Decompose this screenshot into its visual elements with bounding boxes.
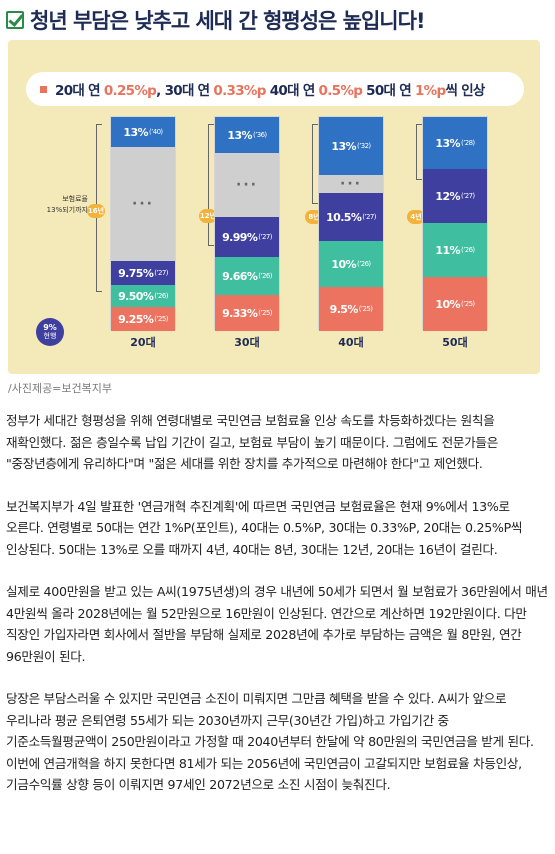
image-caption: /사진제공=보건복지부 (8, 382, 113, 395)
column-20s: 13% (’40) ··· 9.75% (’27) 9.50% (’26) 9.25%… (110, 116, 176, 331)
segment-gap: ··· (215, 153, 279, 217)
segment-2026: 9.66% (’26) (215, 257, 279, 295)
bracket-30s (208, 124, 214, 246)
segment-target: 13% (’36) (215, 117, 279, 153)
article-paragraph: 당장은 부담스러울 수 있지만 국민연금 소진이 미뤄지면 그만큼 혜택을 받을… (6, 691, 534, 792)
insurance-rate-infographic: 20대 연 0.25%p, 30대 연 0.33%p 40대 연 0.5%p 5… (8, 40, 540, 374)
segment-2026: 9.50% (’26) (111, 285, 175, 307)
segment-2027: 10.5% (’27) (319, 193, 383, 241)
column-label-20s: 20대 (130, 336, 156, 349)
current-rate-badge: 9% 현행 (36, 318, 64, 346)
segment-target: 13% (’28) (423, 117, 487, 169)
years-pill-20s: 16년 (87, 204, 105, 218)
article-paragraph: 보건복지부가 4일 발표한 '연금개혁 추진계획'에 따르면 국민연금 보험료율… (6, 498, 523, 557)
column-label-50s: 50대 (442, 336, 468, 349)
checkbox-icon (6, 11, 24, 29)
segment-2025: 10% (’25) (423, 277, 487, 331)
bracket-50s (416, 124, 422, 180)
headline-text: 청년 부담은 낮추고 세대 간 형평성은 높입니다! (30, 9, 426, 33)
article-paragraph: 실제로 400만원을 받고 있는 A씨(1975년생)의 경우 내년에 50세가… (6, 584, 548, 664)
segment-2027: 9.99% (’27) (215, 217, 279, 257)
legend-text: 20대 연 0.25%p, 30대 연 0.33%p 40대 연 0.5%p 5… (55, 83, 485, 99)
segment-gap: ··· (319, 175, 383, 193)
segment-2025: 9.5% (’25) (319, 287, 383, 331)
segment-2027: 12% (’27) (423, 169, 487, 223)
column-label-30s: 30대 (234, 336, 260, 349)
segment-2025: 9.33% (’25) (215, 295, 279, 331)
segment-target: 13% (’40) (111, 117, 175, 147)
years-pill-50s: 4년 (407, 210, 425, 224)
segment-2027: 9.75% (’27) (111, 261, 175, 285)
column-40s: 13% (’32) ··· 10.5% (’27) 10% (’26) 9.5% (’2… (318, 116, 384, 331)
segment-gap: ··· (111, 147, 175, 261)
article-headline: 청년 부담은 낮추고 세대 간 형평성은 높입니다! (6, 4, 546, 36)
legend-bar: 20대 연 0.25%p, 30대 연 0.33%p 40대 연 0.5%p 5… (26, 72, 524, 106)
column-30s: 13% (’36) ··· 9.99% (’27) 9.66% (’26) 9.33%… (214, 116, 280, 331)
column-50s: 13% (’28) 12% (’27) 11% (’26) 10% (’25) (422, 116, 488, 331)
segment-2026: 10% (’26) (319, 241, 383, 287)
bracket-40s (312, 124, 318, 204)
segment-2026: 11% (’26) (423, 223, 487, 277)
legend-square-icon (40, 85, 47, 93)
column-label-40s: 40대 (338, 336, 364, 349)
article-paragraph: 정부가 세대간 형평성을 위해 연령대별로 국민연금 보험료율 인상 속도를 차… (6, 413, 499, 471)
segment-target: 13% (’32) (319, 117, 383, 175)
years-pill-30s: 12년 (199, 209, 217, 223)
segment-2025: 9.25% (’25) (111, 307, 175, 331)
article-body: 정부가 세대간 형평성을 위해 연령대별로 국민연금 보험료율 인상 속도를 차… (6, 410, 548, 817)
side-label: 보험료율 13%되기까지 (46, 195, 88, 214)
